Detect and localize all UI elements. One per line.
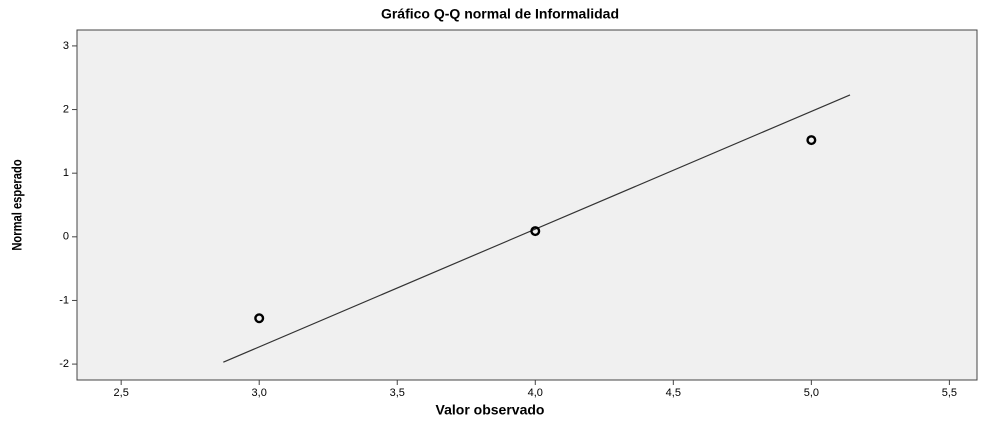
y-tick-label: 1 [63, 167, 69, 179]
y-tick-label: -1 [59, 294, 69, 306]
y-tick-label: 2 [63, 103, 69, 115]
plot-area [76, 29, 978, 381]
chart-title: Gráfico Q-Q normal de Informalidad [381, 6, 619, 22]
x-tick-label: 3,0 [252, 387, 267, 399]
point [806, 135, 817, 146]
x-tick-label: 3,5 [390, 387, 405, 399]
x-tick-label: 4,5 [666, 387, 681, 399]
x-tick-label: 5,5 [942, 387, 957, 399]
x-tick-label: 5,0 [804, 387, 819, 399]
point [530, 226, 541, 237]
x-tick-label: 2,5 [114, 387, 129, 399]
y-tick-label: 0 [63, 231, 69, 243]
x-tick-label: 4,0 [528, 387, 543, 399]
y-tick-label: -2 [59, 358, 69, 370]
x-axis-label: Valor observado [436, 402, 545, 418]
point [254, 313, 265, 324]
y-tick-label: 3 [63, 40, 69, 52]
y-axis-label: Normal esperado [10, 159, 25, 251]
